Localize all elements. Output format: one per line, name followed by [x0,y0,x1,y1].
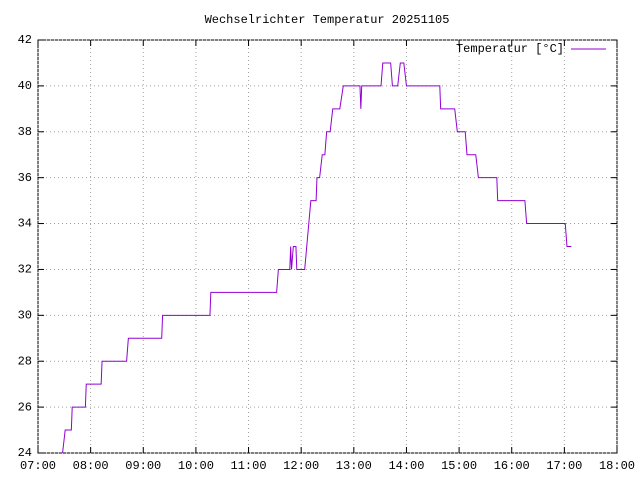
plot-frame [37,39,618,454]
y-tick-label: 38 [18,125,32,139]
legend-label: Temperatur [°C] [456,42,564,56]
x-tick-label: 09:00 [125,459,161,473]
data-line [62,62,572,454]
y-tick-label: 34 [18,217,32,231]
x-tick-label: 13:00 [336,459,372,473]
x-tick-label: 07:00 [20,459,56,473]
y-tick-label: 42 [18,33,32,47]
y-tick-label: 30 [18,309,32,323]
y-tick-label: 24 [18,446,32,460]
x-tick-label: 15:00 [441,459,477,473]
x-tick-label: 18:00 [599,459,635,473]
x-tick-label: 10:00 [178,459,214,473]
x-tick-label: 17:00 [546,459,582,473]
y-tick-label: 32 [18,263,32,277]
x-tick-label: 16:00 [494,459,530,473]
x-tick-label: 14:00 [388,459,424,473]
x-tick-label: 11:00 [231,459,267,473]
y-tick-label: 36 [18,171,32,185]
y-tick-label: 28 [18,354,32,368]
chart-title: Wechselrichter Temperatur 20251105 [205,13,450,27]
y-tick-label: 40 [18,79,32,93]
y-tick-label: 26 [18,400,32,414]
x-tick-label: 12:00 [283,459,319,473]
x-tick-label: 08:00 [73,459,109,473]
